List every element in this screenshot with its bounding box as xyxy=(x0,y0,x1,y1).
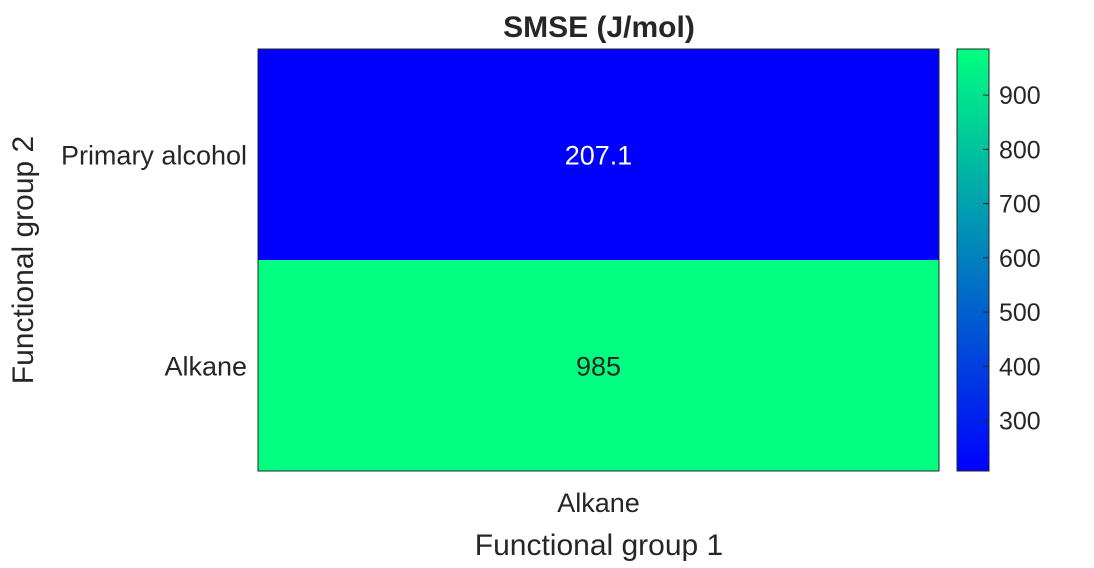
y-axis-label: Functional group 2 xyxy=(7,136,40,385)
y-tick-label: Primary alcohol xyxy=(61,141,247,171)
cell-value-label: 207.1 xyxy=(565,141,633,171)
colorbar-tick-label: 500 xyxy=(999,299,1041,327)
x-axis-label: Functional group 1 xyxy=(475,529,724,562)
cell-value-label: 985 xyxy=(576,352,621,382)
colorbar-tick-label: 300 xyxy=(999,408,1041,436)
plot-frame xyxy=(257,48,940,472)
heatmap-cell-labels: 207.1 985 xyxy=(565,141,633,382)
colorbar-tick-label: 400 xyxy=(999,353,1041,381)
heatmap-cells xyxy=(258,49,939,471)
chart-title: SMSE (J/mol) xyxy=(503,11,695,44)
y-tick-label: Alkane xyxy=(164,352,247,382)
x-tick-label: Alkane xyxy=(557,488,640,518)
colorbar-tick-label: 900 xyxy=(999,82,1041,110)
x-tick-labels: Alkane xyxy=(557,488,640,518)
y-tick-labels: Primary alcohol Alkane xyxy=(61,141,247,382)
colorbar-tick-label: 700 xyxy=(999,191,1041,219)
colorbar-tick-label: 600 xyxy=(999,245,1041,273)
colorbar-tick-label: 800 xyxy=(999,136,1041,164)
colorbar xyxy=(956,48,990,472)
colorbar-ticks: 300 400 500 600 700 800 900 xyxy=(983,82,1041,436)
heatmap-cell xyxy=(258,49,939,260)
heatmap-cell xyxy=(258,260,939,471)
